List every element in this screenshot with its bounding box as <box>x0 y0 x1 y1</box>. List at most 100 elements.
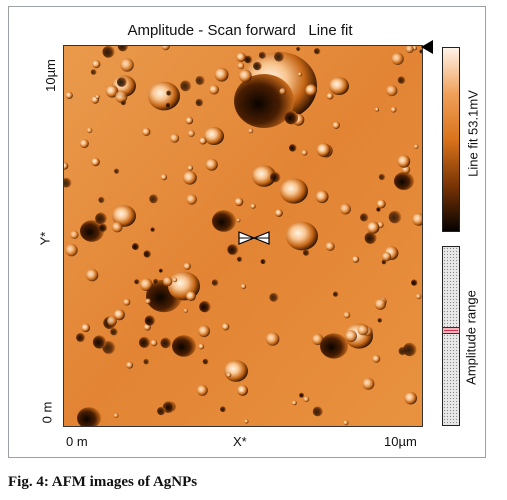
particle-pit <box>403 342 417 357</box>
bowtie-cursor-icon[interactable] <box>238 231 270 245</box>
particle-bump <box>305 84 317 96</box>
particle-pit <box>253 61 262 71</box>
particle-pit <box>364 231 377 244</box>
particle-bump <box>404 391 418 405</box>
particle-pit <box>143 250 151 258</box>
particle-pit <box>143 358 150 365</box>
particle-pit <box>80 220 104 242</box>
particle-bump <box>199 137 207 145</box>
particle-bump <box>237 62 245 70</box>
particle-bump <box>198 325 211 338</box>
particle-pit <box>64 177 72 188</box>
particle-bump <box>65 91 73 99</box>
amplitude-range-slider[interactable] <box>442 246 460 426</box>
particle-pit <box>202 358 209 365</box>
particle-bump <box>112 221 123 233</box>
amplitude-range-handle[interactable] <box>442 327 460 334</box>
scan-canvas[interactable] <box>64 46 422 426</box>
particle-pit <box>95 212 107 225</box>
particle-pit <box>149 194 159 204</box>
particle-pit <box>165 102 172 108</box>
particle-bump <box>198 343 205 350</box>
colorbar-pointer-icon[interactable] <box>421 40 433 54</box>
particle-pit <box>116 77 127 87</box>
particle-bump <box>187 130 195 137</box>
particle-bump <box>163 276 173 287</box>
particle-bump <box>312 333 324 346</box>
particle-pit <box>388 210 402 224</box>
particle-bump <box>252 165 276 187</box>
particle-pit <box>166 90 172 96</box>
particle-bump <box>329 77 349 95</box>
particle-pit <box>284 110 299 125</box>
particle-bump <box>160 173 168 181</box>
color-scale-label: Line fit 53.1mV <box>465 90 481 177</box>
y-axis-title: Y* <box>37 231 53 246</box>
x-axis-title: X* <box>233 434 247 449</box>
particle-bump <box>405 46 414 54</box>
particle-bump <box>224 360 248 382</box>
particle-pit <box>139 336 150 348</box>
particle-pit <box>411 279 418 286</box>
particle-bump <box>375 107 379 112</box>
particle-bump <box>205 158 218 171</box>
particle-pit <box>269 292 279 302</box>
particle-bump <box>265 332 280 346</box>
particle-pit <box>172 335 196 357</box>
particle-pit <box>144 315 156 326</box>
particle-pit <box>195 98 204 107</box>
particle-bump <box>79 139 89 149</box>
particle-pit <box>90 69 97 75</box>
particle-pit <box>258 51 267 59</box>
particle-bump <box>301 149 308 156</box>
particle-pit <box>212 210 236 232</box>
particle-bump <box>292 400 297 406</box>
particle-pit <box>159 268 163 273</box>
particle-bump <box>372 355 381 363</box>
particle-pit <box>234 74 294 128</box>
particle-pit <box>314 47 321 55</box>
particle-bump <box>113 413 119 418</box>
particle-bump <box>382 252 392 262</box>
particle-bump <box>145 298 151 305</box>
color-scale-bar[interactable] <box>442 47 460 232</box>
y-axis-top-label: 10µm <box>42 59 58 92</box>
particle-bump <box>226 372 232 378</box>
particle-pit <box>244 55 253 64</box>
particle-pit <box>98 196 105 203</box>
particle-pit <box>377 318 383 323</box>
afm-scan-image[interactable] <box>63 45 423 427</box>
particle-bump <box>390 106 397 113</box>
particle-pit <box>274 51 285 62</box>
particle-bump <box>367 221 380 234</box>
particle-pit <box>394 172 414 190</box>
particle-bump <box>237 385 249 396</box>
particle-pit <box>157 406 166 416</box>
particle-bump <box>65 243 78 257</box>
particle-pit <box>92 335 107 349</box>
particle-pit <box>211 279 219 286</box>
particle-bump <box>412 213 422 226</box>
amplitude-range-label: Amplitude range <box>463 290 479 385</box>
particle-bump <box>112 205 136 227</box>
particle-bump <box>187 165 194 171</box>
particle-bump <box>64 162 69 170</box>
particle-bump <box>142 127 151 136</box>
particle-bump <box>170 133 180 143</box>
particle-bump <box>240 283 247 290</box>
particle-bump <box>244 419 249 424</box>
particle-bump <box>123 298 131 306</box>
particle-bump <box>196 384 208 396</box>
particle-layer <box>64 46 422 426</box>
particle-pit <box>303 249 310 256</box>
y-axis-bottom-label: 0 m <box>39 401 55 424</box>
particle-bump <box>209 84 219 95</box>
particle-bump <box>325 241 335 251</box>
particle-bump <box>332 121 340 129</box>
particle-bump <box>303 396 310 403</box>
particle-bump <box>214 67 229 82</box>
particle-bump <box>248 128 254 134</box>
particle-pit <box>117 46 128 52</box>
particle-bump <box>186 194 197 205</box>
particle-bump <box>397 155 411 168</box>
